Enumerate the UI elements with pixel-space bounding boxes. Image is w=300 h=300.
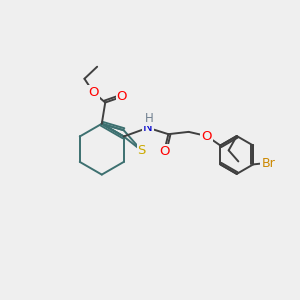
Text: N: N	[143, 121, 153, 134]
Text: Br: Br	[261, 157, 275, 170]
Text: O: O	[117, 90, 127, 103]
Text: O: O	[159, 145, 169, 158]
Text: H: H	[145, 112, 154, 125]
Text: O: O	[88, 85, 98, 99]
Text: O: O	[202, 130, 212, 142]
Text: S: S	[138, 144, 146, 157]
